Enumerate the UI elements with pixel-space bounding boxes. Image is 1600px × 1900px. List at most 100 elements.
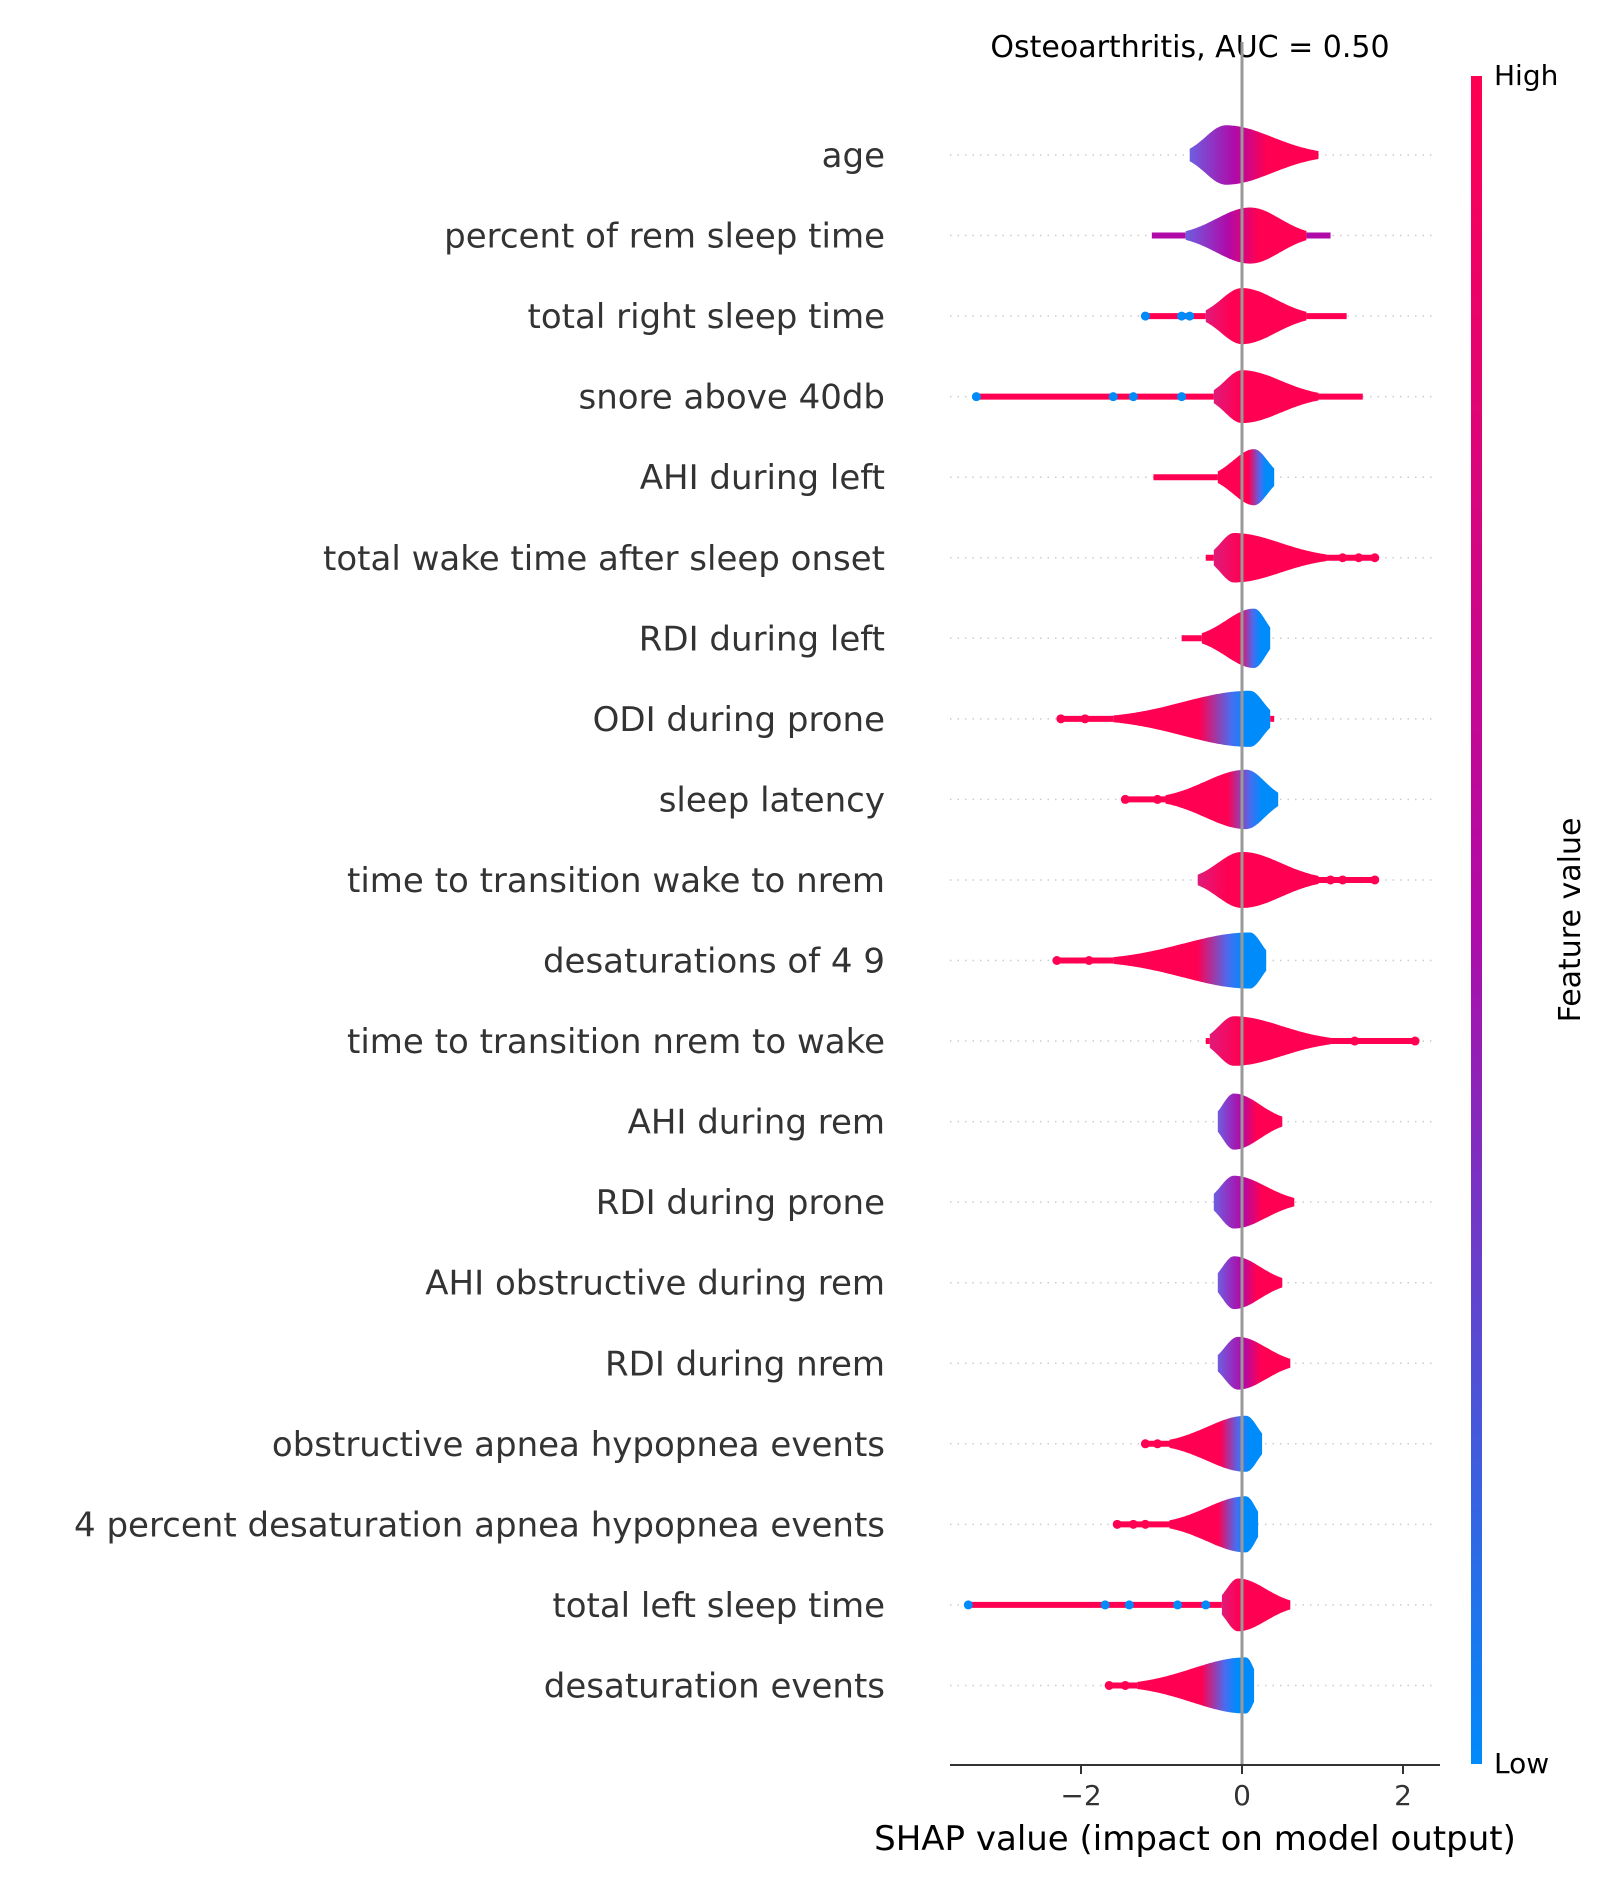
outlier-point (971, 392, 981, 402)
outlier-point (1177, 392, 1187, 402)
outlier-point (1140, 1519, 1150, 1529)
colorbar-title: Feature value (1553, 818, 1588, 1023)
outlier-point (1173, 1600, 1183, 1610)
outlier-point (1338, 553, 1348, 563)
feature-label: RDI during left (639, 619, 885, 659)
outlier-point (1152, 1439, 1162, 1449)
outlier-point (1354, 553, 1364, 563)
feature-row: age (822, 125, 1432, 185)
feature-row: time to transition nrem to wake (347, 1016, 1432, 1066)
feature-label: total left sleep time (552, 1586, 885, 1626)
feature-label: AHI during left (640, 458, 885, 498)
feature-row: 4 percent desaturation apnea hypopnea ev… (74, 1496, 1432, 1553)
feature-label: percent of rem sleep time (444, 217, 885, 257)
feature-label: time to transition wake to nrem (347, 861, 885, 901)
outlier-point (1370, 553, 1380, 563)
outlier-point (1326, 875, 1336, 885)
feature-label: AHI during rem (628, 1103, 885, 1143)
outlier-point (1120, 794, 1130, 804)
violin-body (1213, 533, 1327, 583)
outlier-point (1056, 714, 1066, 724)
x-tick-label: 2 (1394, 1779, 1412, 1812)
outlier-point (1140, 311, 1150, 321)
feature-row: RDI during nrem (605, 1336, 1432, 1390)
feature-row: desaturations of 4 9 (543, 932, 1432, 989)
violin-body (1213, 370, 1319, 423)
violin-body (1113, 690, 1271, 747)
feature-label: desaturation events (544, 1666, 885, 1706)
violin-rows: age percent of rem sleep time total right … (74, 125, 1432, 1714)
violin-body (1197, 851, 1319, 908)
feature-label: snore above 40db (578, 378, 885, 418)
colorbar-high-label: High (1494, 59, 1558, 92)
violin-body (1169, 1496, 1259, 1553)
violin-body (1217, 1093, 1283, 1150)
outlier-point (1410, 1036, 1420, 1046)
outlier-point (1108, 392, 1118, 402)
feature-row: desaturation events (544, 1657, 1432, 1714)
x-tick-label: 0 (1233, 1779, 1251, 1812)
outlier-point (1052, 956, 1062, 965)
feature-row: AHI during left (640, 449, 1432, 506)
outlier-point (1084, 956, 1094, 965)
x-axis-ticks: −2 0 2 (1060, 1765, 1412, 1812)
feature-row: snore above 40db (578, 370, 1432, 423)
outlier-point (1350, 1036, 1360, 1046)
x-axis-label: SHAP value (impact on model output) (874, 1819, 1516, 1859)
feature-label: total wake time after sleep onset (323, 539, 885, 579)
outlier-point (1201, 1600, 1211, 1610)
feature-row: AHI during rem (628, 1093, 1432, 1150)
feature-row: total right sleep time (528, 288, 1432, 345)
violin-body (1209, 1016, 1331, 1066)
violin-body (1189, 125, 1319, 185)
outlier-point (1338, 875, 1348, 885)
feature-row: time to transition wake to nrem (347, 851, 1432, 908)
feature-row: total wake time after sleep onset (323, 533, 1432, 583)
feature-label: total right sleep time (528, 297, 885, 337)
feature-row: percent of rem sleep time (444, 207, 1432, 264)
feature-row: sleep latency (659, 769, 1432, 830)
violin-body (1205, 288, 1307, 345)
outlier-point (1177, 311, 1187, 321)
feature-label: age (822, 136, 885, 176)
feature-label: time to transition nrem to wake (347, 1022, 885, 1062)
feature-label: AHI obstructive during rem (425, 1264, 885, 1304)
outlier-point (1080, 714, 1090, 724)
feature-row: RDI during prone (596, 1175, 1432, 1229)
violin-body (1217, 449, 1275, 506)
x-tick-label: −2 (1060, 1779, 1101, 1812)
violin-body (1185, 207, 1307, 264)
violin-body (1217, 1336, 1291, 1390)
violin-body (1165, 769, 1279, 830)
outlier-point (963, 1600, 973, 1610)
feature-label: RDI during nrem (605, 1344, 885, 1384)
feature-label: RDI during prone (596, 1183, 885, 1223)
feature-row: total left sleep time (552, 1578, 1432, 1632)
outlier-point (1128, 392, 1138, 402)
feature-label: desaturations of 4 9 (543, 942, 885, 982)
feature-row: AHI obstructive during rem (425, 1256, 1432, 1310)
outlier-point (1100, 1600, 1110, 1610)
colorbar-low-label: Low (1494, 1747, 1549, 1780)
chart-title: Osteoarthritis, AUC = 0.50 (990, 30, 1389, 65)
violin-body (1137, 1657, 1255, 1714)
feature-label: ODI during prone (593, 700, 885, 740)
outlier-point (1370, 875, 1380, 885)
outlier-point (1152, 794, 1162, 804)
violin-body (1221, 1578, 1291, 1632)
outlier-point (1140, 1439, 1150, 1449)
colorbar (1471, 76, 1482, 1764)
feature-label: 4 percent desaturation apnea hypopnea ev… (74, 1505, 885, 1545)
feature-row: obstructive apnea hypopnea events (272, 1415, 1432, 1472)
feature-row: RDI during left (639, 608, 1432, 668)
violin-body (1113, 932, 1267, 989)
outlier-point (1112, 1519, 1122, 1529)
violin-body (1213, 1175, 1295, 1229)
violin-body (1201, 608, 1271, 668)
outlier-point (1104, 1680, 1114, 1690)
feature-label: obstructive apnea hypopnea events (272, 1425, 885, 1465)
feature-row: ODI during prone (593, 690, 1432, 747)
outlier-point (1120, 1680, 1130, 1690)
outlier-point (1128, 1519, 1138, 1529)
